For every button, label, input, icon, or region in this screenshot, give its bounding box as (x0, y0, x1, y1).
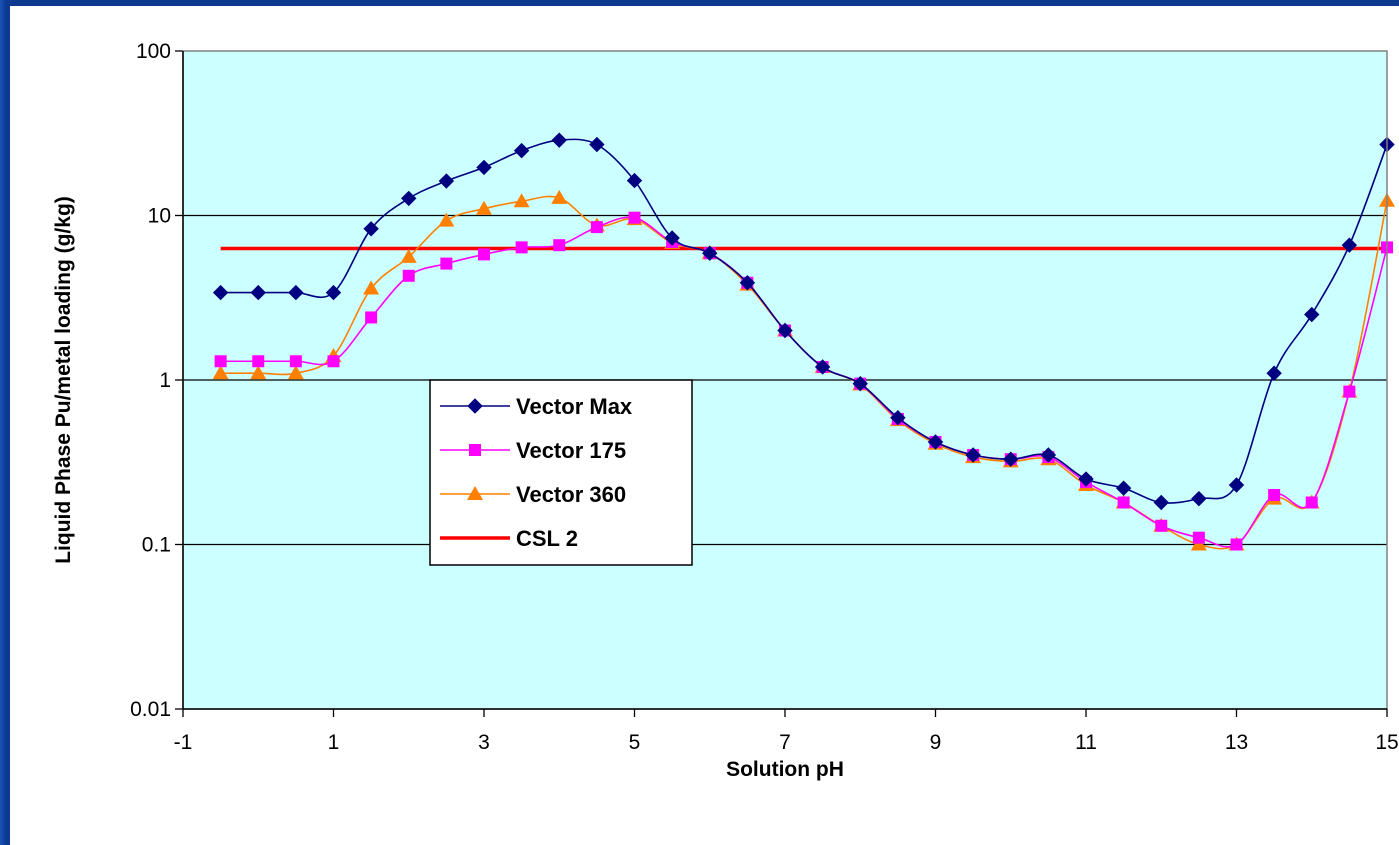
legend-label: Vector 175 (516, 438, 626, 463)
y-tick-label: 0.1 (142, 534, 171, 557)
y-tick-label: 1 (159, 369, 171, 392)
data-point (513, 142, 530, 159)
x-axis-title: Solution pH (726, 758, 844, 781)
x-tick-label: 9 (930, 731, 942, 754)
data-point (478, 248, 490, 261)
data-point (628, 211, 641, 224)
data-point (927, 434, 944, 450)
data-point (287, 365, 304, 380)
data-point (288, 284, 304, 301)
y-tick-label: 100 (136, 40, 171, 63)
data-point (363, 280, 380, 295)
data-point (440, 257, 453, 270)
data-point (890, 409, 906, 426)
legend: Vector Max Vector 175 Vector 360 CSL 2 (429, 379, 693, 566)
legend-marker (467, 486, 483, 500)
data-point (1266, 365, 1282, 381)
data-point (438, 173, 455, 189)
data-point (1040, 447, 1057, 463)
data-point (250, 365, 267, 380)
data-point (1192, 531, 1205, 544)
data-point (1268, 488, 1281, 501)
data-point (401, 190, 417, 207)
legend-marker (469, 444, 481, 456)
y-axis-title: Liquid Phase Pu/metal loading (g/kg) (52, 196, 75, 564)
data-point (551, 132, 567, 148)
legend-label: CSL 2 (516, 526, 578, 551)
y-tick-label: 10 (148, 205, 171, 228)
x-tick-label: 13 (1225, 731, 1248, 754)
data-point (1228, 477, 1245, 493)
x-tick-label: 11 (1075, 731, 1097, 754)
data-point (626, 172, 643, 189)
data-point (1305, 496, 1318, 509)
x-tick-label: 5 (629, 731, 641, 754)
x-tick-label: 3 (478, 731, 490, 754)
x-tick-label: 15 (1375, 731, 1398, 754)
data-point (852, 375, 868, 392)
legend-label: Vector Max (516, 394, 633, 419)
data-point (214, 355, 227, 368)
legend-item: Vector 360 (440, 482, 626, 507)
series-vector-max (212, 132, 1395, 511)
x-tick-label: 1 (328, 731, 340, 754)
data-point (402, 269, 415, 282)
data-point (212, 365, 229, 380)
data-point (1191, 490, 1207, 507)
series-line (220, 138, 1388, 504)
data-point (513, 193, 530, 208)
x-tick-label: 7 (779, 731, 791, 754)
legend-item: Vector Max (440, 394, 633, 419)
data-point (590, 221, 603, 234)
data-point (1153, 494, 1169, 511)
data-point (250, 284, 266, 301)
data-point (814, 359, 831, 375)
data-point (664, 230, 680, 246)
data-point (1343, 385, 1356, 398)
legend-marker (467, 398, 483, 414)
data-point (289, 355, 302, 368)
data-point (1115, 480, 1132, 496)
y-tick-label: 0.01 (130, 698, 171, 721)
data-point (965, 447, 981, 463)
data-point (702, 245, 718, 261)
data-point (400, 248, 417, 263)
x-tick-label: -1 (174, 731, 193, 754)
data-point (252, 355, 265, 368)
data-point (515, 241, 528, 254)
data-point (551, 189, 568, 204)
data-point (1078, 471, 1094, 487)
data-point (476, 200, 492, 215)
data-point (1155, 519, 1168, 532)
legend-label: Vector 360 (516, 482, 626, 507)
data-point (777, 322, 793, 339)
data-point (1003, 451, 1019, 467)
legend-item: CSL 2 (440, 526, 578, 551)
data-point (325, 284, 342, 301)
data-point (589, 136, 605, 153)
data-point (739, 275, 756, 291)
data-point (212, 284, 229, 301)
data-point (365, 311, 378, 324)
legend-item: Vector 175 (440, 438, 626, 463)
data-point (327, 355, 340, 368)
data-point (553, 239, 566, 252)
data-point (1341, 237, 1358, 253)
data-point (438, 212, 455, 227)
data-point (476, 159, 492, 176)
data-point (363, 221, 379, 237)
data-point (1304, 306, 1320, 323)
data-point (1230, 538, 1243, 551)
data-point (1117, 496, 1130, 509)
